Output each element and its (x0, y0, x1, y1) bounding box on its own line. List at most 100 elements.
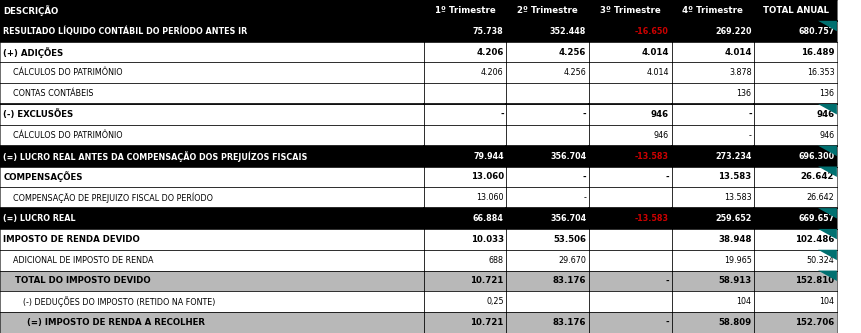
Text: 2º Trimestre: 2º Trimestre (517, 6, 578, 15)
Text: 104: 104 (820, 297, 834, 306)
Text: 102.486: 102.486 (795, 235, 834, 244)
Bar (754, 250, 837, 270)
Bar (424, 270, 506, 291)
Bar (589, 312, 672, 333)
Bar (0, 250, 424, 270)
Bar (589, 0, 672, 21)
Text: 79.944: 79.944 (473, 152, 504, 161)
Bar (754, 187, 837, 208)
Text: 26.642: 26.642 (801, 172, 834, 181)
Bar (672, 229, 754, 250)
Text: 152.810: 152.810 (796, 276, 834, 285)
Text: 53.506: 53.506 (554, 235, 586, 244)
Bar (506, 312, 589, 333)
Text: -: - (666, 172, 669, 181)
Bar (506, 104, 589, 125)
Bar (754, 312, 837, 333)
Bar (424, 166, 506, 187)
Text: -13.583: -13.583 (635, 214, 669, 223)
Text: 10.033: 10.033 (471, 235, 504, 244)
Bar (0, 0, 424, 21)
Text: 946: 946 (653, 131, 669, 140)
Text: 16.489: 16.489 (801, 48, 834, 57)
Text: TOTAL ANUAL: TOTAL ANUAL (763, 6, 828, 15)
Text: ADICIONAL DE IMPOSTO DE RENDA: ADICIONAL DE IMPOSTO DE RENDA (3, 256, 154, 265)
Text: CÁLCULOS DO PATRIMÔNIO: CÁLCULOS DO PATRIMÔNIO (3, 131, 123, 140)
Bar (506, 21, 589, 42)
Text: COMPENSAÇÃO DE PREJUIZO FISCAL DO PERÍODO: COMPENSAÇÃO DE PREJUIZO FISCAL DO PERÍOD… (3, 192, 214, 203)
Text: -: - (748, 110, 752, 119)
Bar (0, 63, 424, 83)
Text: 669.657: 669.657 (798, 214, 834, 223)
Text: 4.014: 4.014 (724, 48, 752, 57)
Bar (424, 312, 506, 333)
Bar (754, 83, 837, 104)
Text: -: - (583, 172, 586, 181)
Bar (672, 166, 754, 187)
Bar (754, 63, 837, 83)
Polygon shape (818, 166, 837, 177)
Text: IMPOSTO DE RENDA DEVIDO: IMPOSTO DE RENDA DEVIDO (3, 235, 140, 244)
Text: 4.256: 4.256 (564, 68, 586, 77)
Text: 13.583: 13.583 (718, 172, 752, 181)
Bar (672, 291, 754, 312)
Text: 10.721: 10.721 (470, 318, 504, 327)
Text: 152.706: 152.706 (795, 318, 834, 327)
Bar (589, 270, 672, 291)
Text: 352.448: 352.448 (550, 27, 586, 36)
Bar (754, 104, 837, 125)
Bar (0, 229, 424, 250)
Text: 356.704: 356.704 (550, 152, 586, 161)
Bar (672, 208, 754, 229)
Bar (589, 146, 672, 166)
Bar (589, 21, 672, 42)
Text: 13.060: 13.060 (476, 193, 504, 202)
Text: CÁLCULOS DO PATRIMÔNIO: CÁLCULOS DO PATRIMÔNIO (3, 68, 123, 77)
Text: 946: 946 (819, 131, 834, 140)
Text: 259.652: 259.652 (715, 214, 752, 223)
Bar (424, 21, 506, 42)
Text: CONTAS CONTÁBEIS: CONTAS CONTÁBEIS (3, 89, 94, 98)
Bar (424, 146, 506, 166)
Text: TOTAL DO IMPOSTO DEVIDO: TOTAL DO IMPOSTO DEVIDO (3, 276, 151, 285)
Text: 26.642: 26.642 (807, 193, 834, 202)
Bar (589, 208, 672, 229)
Text: 38.948: 38.948 (718, 235, 752, 244)
Bar (506, 0, 589, 21)
Text: 83.176: 83.176 (553, 276, 586, 285)
Text: 3º Trimestre: 3º Trimestre (600, 6, 660, 15)
Text: 269.220: 269.220 (715, 27, 752, 36)
Bar (0, 21, 424, 42)
Text: 273.234: 273.234 (715, 152, 752, 161)
Polygon shape (818, 270, 837, 281)
Polygon shape (818, 146, 837, 156)
Bar (424, 208, 506, 229)
Bar (754, 21, 837, 42)
Bar (506, 291, 589, 312)
Text: 13.583: 13.583 (724, 193, 752, 202)
Bar (506, 270, 589, 291)
Bar (754, 146, 837, 166)
Text: 19.965: 19.965 (724, 256, 752, 265)
Bar (0, 42, 424, 63)
Bar (672, 312, 754, 333)
Text: DESCRIÇÃO: DESCRIÇÃO (3, 5, 59, 16)
Bar (506, 42, 589, 63)
Bar (424, 125, 506, 146)
Text: 50.324: 50.324 (807, 256, 834, 265)
Bar (754, 125, 837, 146)
Polygon shape (818, 250, 837, 260)
Bar (589, 83, 672, 104)
Bar (0, 83, 424, 104)
Text: -16.650: -16.650 (635, 27, 669, 36)
Bar (589, 187, 672, 208)
Text: 356.704: 356.704 (550, 214, 586, 223)
Text: (-) DEDUÇÕES DO IMPOSTO (RETIDO NA FONTE): (-) DEDUÇÕES DO IMPOSTO (RETIDO NA FONTE… (3, 296, 216, 307)
Bar (672, 83, 754, 104)
Bar (754, 166, 837, 187)
Bar (754, 208, 837, 229)
Bar (589, 104, 672, 125)
Text: 0,25: 0,25 (486, 297, 504, 306)
Bar (754, 0, 837, 21)
Text: 4.014: 4.014 (641, 48, 669, 57)
